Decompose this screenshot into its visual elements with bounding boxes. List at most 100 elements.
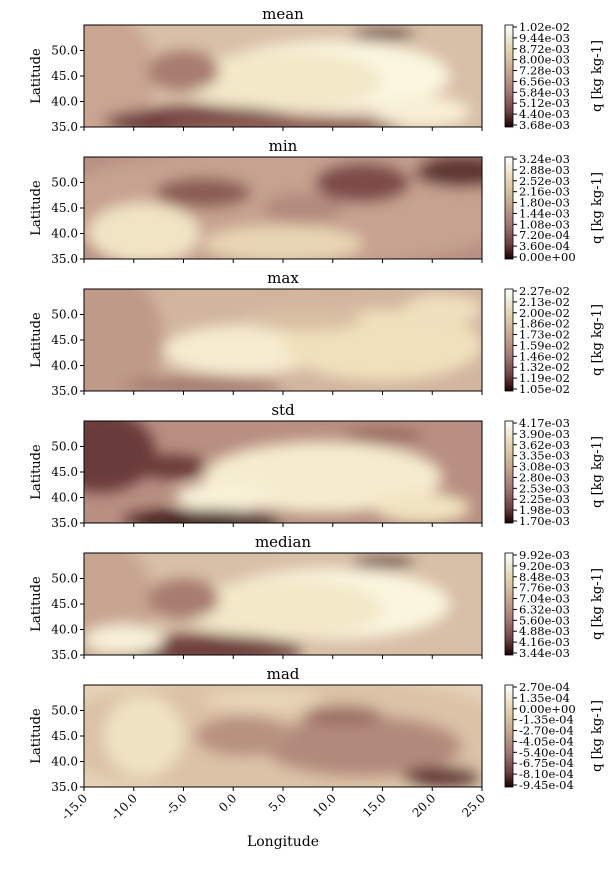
colorbar-tick-label: 3.24e-03 [519,152,570,166]
heatmap-region [163,324,323,376]
heatmap-region [84,25,156,127]
heatmap-region [155,177,252,208]
colorbar-tick-label: 1.80e-03 [519,196,570,210]
colorbar-label: q [kg kg-1] [590,304,605,376]
y-axis-label: Latitude [29,48,44,104]
colorbar-tick-label: 0.00e+00 [519,702,576,716]
x-tick-label: 25.0 [459,791,488,820]
heatmap-region [350,30,415,41]
colorbar [504,684,514,788]
colorbar-tick-label: 3.08e-03 [519,460,570,474]
colorbar-tick-label: 2.00e-02 [519,306,570,320]
colorbar-tick-label: -5.40e-04 [519,745,574,759]
heatmap-region [123,509,283,523]
colorbar-tick-label: 3.60e-04 [519,239,570,253]
colorbar-tick-label: 1.46e-02 [519,349,570,363]
y-tick-label: 35.0 [51,384,78,398]
heatmap-mad [84,685,482,787]
panel-title: max [267,269,299,287]
colorbar-tick-label: 8.48e-03 [519,570,570,584]
colorbar-tick-label: 9.92e-03 [519,548,570,562]
heatmap-max [84,289,482,391]
y-axis-label: Latitude [29,576,44,632]
colorbar-tick-label: -6.75e-04 [519,756,574,770]
colorbar-tick-label: 1.44e-03 [519,206,570,220]
colorbar-label: q [kg kg-1] [590,568,605,640]
colorbar [504,420,514,524]
colorbar-tick-label: 1.08e-03 [519,217,570,231]
y-tick-label: 50.0 [51,572,78,586]
colorbar-tick-label: 7.04e-03 [519,592,570,606]
y-axis-label: Latitude [29,180,44,236]
heatmap-region [84,289,164,391]
y-tick-label: 50.0 [51,704,78,718]
colorbar-label: q [kg kg-1] [590,436,605,508]
y-tick-label: 40.0 [51,491,78,505]
colorbar-tick-label: 7.76e-03 [519,581,570,595]
colorbar-label: q [kg kg-1] [590,40,605,112]
y-tick-label: 40.0 [51,755,78,769]
panel-mad: mad 35.0 40.0 45.0 50.0 Latitude -15.0 -10.0 -5.… [29,665,605,823]
heatmap-region [183,578,383,640]
panel-title: min [269,137,298,155]
colorbar-tick-label: 7.28e-03 [519,64,570,78]
heatmap-region [147,50,220,92]
y-tick-label: 50.0 [51,176,78,190]
colorbar-label: q [kg kg-1] [590,172,605,244]
colorbar-tick-label: 1.73e-02 [519,328,570,342]
heatmap-region [135,454,208,480]
x-tick-label: -5.0 [163,791,189,817]
heatmap-region [203,225,363,259]
colorbar-tick-label: 1.59e-02 [519,338,570,352]
y-axis-label: Latitude [29,708,44,764]
y-tick-label: 50.0 [51,308,78,322]
colorbar-tick-label: 8.00e-03 [519,53,570,67]
colorbar-tick-label: 1.32e-02 [519,360,570,374]
x-axis-label: Longitude [247,834,319,850]
colorbar-tick-label: 4.40e-03 [519,107,570,121]
panel-median: median 35.0 40.0 45.0 50.0 Latitude 9.92e-039.… [29,533,605,662]
heatmap-region [195,715,291,757]
heatmap-region [314,162,411,203]
x-tick-label: 20.0 [410,791,439,820]
colorbar-tick-label: 6.32e-03 [519,602,570,616]
x-tick-label: 0.0 [216,791,239,814]
colorbar-tick-label: 3.68e-03 [519,118,570,132]
heatmap-region [414,157,482,188]
heatmap-region [350,558,415,569]
heatmap-region [84,624,164,655]
heatmap-region [87,202,200,259]
colorbar-tick-label: 1.70e-03 [519,514,570,528]
colorbar-tick-label: 2.16e-03 [519,185,570,199]
heatmap-region [374,492,471,523]
heatmap-std [84,421,482,523]
colorbar [504,156,514,260]
y-tick-label: 40.0 [51,359,78,373]
heatmap-region [402,294,482,325]
heatmap-region [263,192,343,224]
heatmap-region [302,705,383,726]
colorbar-tick-label: -1.35e-04 [519,713,574,727]
y-tick-label: 40.0 [51,623,78,637]
colorbar-tick-label: 8.72e-03 [519,42,570,56]
heatmap-region [103,695,184,777]
panel-title: mean [262,5,304,23]
colorbar-tick-label: 2.13e-02 [519,295,570,309]
heatmap-region [84,421,156,493]
y-tick-label: 45.0 [51,465,78,479]
y-tick-label: 35.0 [51,516,78,530]
panel-min: min 35.0 40.0 45.0 50.0 Latitude 3.24e-032.88e… [29,137,605,266]
heatmap-region [123,375,283,391]
heatmap-region [402,766,482,787]
panel-std: std 35.0 40.0 45.0 50.0 Latitude 4.17e-033.90e… [29,401,605,530]
colorbar-tick-label: 5.60e-03 [519,613,570,627]
colorbar-label: q [kg kg-1] [590,700,605,772]
y-tick-label: 50.0 [51,440,78,454]
colorbar-tick-label: 2.52e-03 [519,174,570,188]
colorbar-tick-label: 1.05e-02 [519,382,570,396]
colorbar-tick-label: 4.88e-03 [519,624,570,638]
x-tick-label: 5.0 [266,791,289,814]
x-tick-label: -15.0 [58,791,90,823]
heatmap-region [342,428,423,445]
